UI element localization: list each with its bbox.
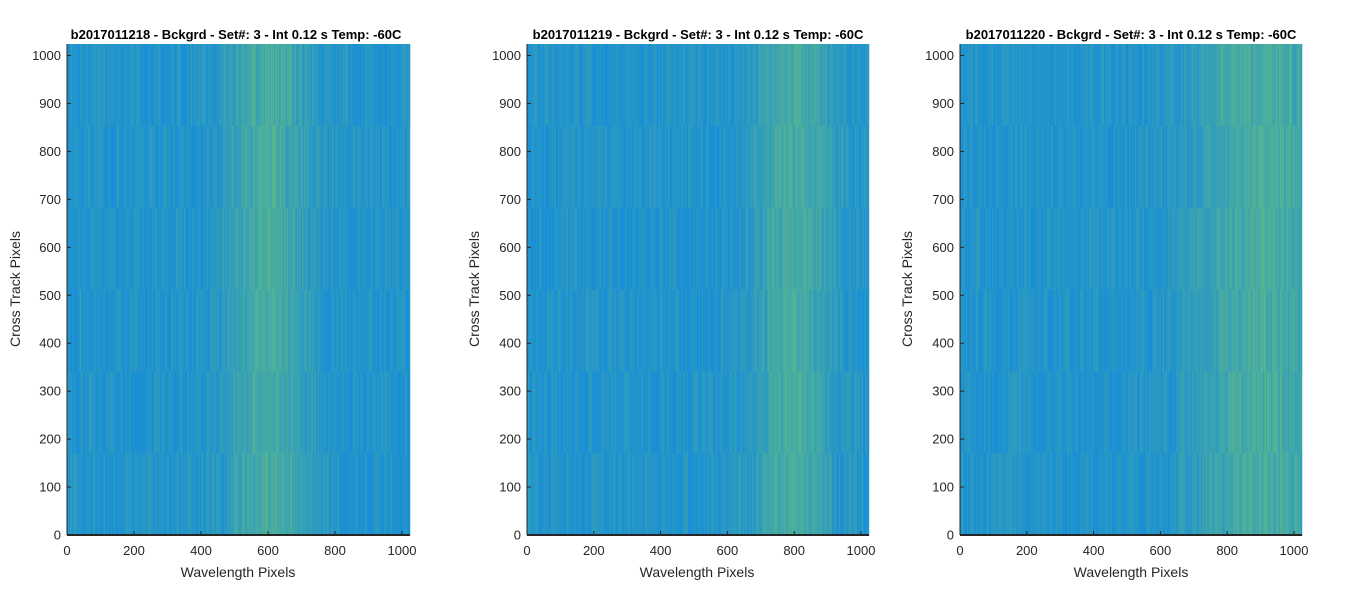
- panel-2-title: b2017011219 - Bckgrd - Set#: 3 - Int 0.1…: [532, 27, 864, 42]
- y-tick-label: 300: [499, 384, 521, 399]
- y-tick-label: 1000: [925, 48, 954, 63]
- y-tick-label: 100: [499, 480, 521, 495]
- y-tick-label: 700: [932, 192, 954, 207]
- x-tick-label: 600: [717, 543, 739, 558]
- y-tick-label: 900: [932, 96, 954, 111]
- x-tick-label: 200: [123, 543, 145, 558]
- x-tick-label: 1000: [1280, 543, 1309, 558]
- x-tick-label: 0: [523, 543, 530, 558]
- heatmap-streaks: [960, 44, 1303, 536]
- y-tick-label: 0: [947, 528, 954, 543]
- y-tick-label: 700: [499, 192, 521, 207]
- y-tick-label: 500: [499, 288, 521, 303]
- x-tick-label: 800: [1216, 543, 1238, 558]
- x-tick-label: 200: [1016, 543, 1038, 558]
- y-tick-label: 100: [932, 480, 954, 495]
- y-tick-label: 400: [932, 336, 954, 351]
- y-tick-label: 200: [499, 432, 521, 447]
- panel-2-xlabel: Wavelength Pixels: [639, 564, 755, 580]
- y-tick-label: 400: [499, 336, 521, 351]
- y-tick-label: 1000: [32, 48, 61, 63]
- x-tick-label: 600: [257, 543, 279, 558]
- y-tick-label: 0: [54, 528, 61, 543]
- y-tick-label: 900: [39, 96, 61, 111]
- y-tick-label: 500: [39, 288, 61, 303]
- heatmap-streaks: [527, 44, 870, 536]
- x-tick-label: 200: [583, 543, 605, 558]
- heatmap-streaks: [67, 44, 411, 536]
- y-tick-label: 900: [499, 96, 521, 111]
- y-tick-label: 1000: [492, 48, 521, 63]
- x-tick-label: 1000: [847, 543, 876, 558]
- panel-3-xlabel: Wavelength Pixels: [1073, 564, 1189, 580]
- x-tick-label: 400: [190, 543, 212, 558]
- x-tick-label: 0: [956, 543, 963, 558]
- y-tick-label: 800: [499, 144, 521, 159]
- x-tick-label: 800: [783, 543, 805, 558]
- x-tick-label: 400: [650, 543, 672, 558]
- y-tick-label: 300: [932, 384, 954, 399]
- panel-3-title: b2017011220 - Bckgrd - Set#: 3 - Int 0.1…: [965, 27, 1297, 42]
- y-tick-label: 600: [39, 240, 61, 255]
- panel-1-xlabel: Wavelength Pixels: [180, 564, 296, 580]
- panel-1-title: b2017011218 - Bckgrd - Set#: 3 - Int 0.1…: [70, 27, 402, 42]
- y-tick-label: 800: [39, 144, 61, 159]
- x-tick-label: 1000: [388, 543, 417, 558]
- y-tick-label: 400: [39, 336, 61, 351]
- x-tick-label: 800: [324, 543, 346, 558]
- y-tick-label: 100: [39, 480, 61, 495]
- y-tick-label: 600: [932, 240, 954, 255]
- x-tick-label: 400: [1083, 543, 1105, 558]
- x-tick-label: 600: [1150, 543, 1172, 558]
- y-tick-label: 0: [514, 528, 521, 543]
- y-tick-label: 200: [39, 432, 61, 447]
- y-tick-label: 500: [932, 288, 954, 303]
- y-tick-label: 600: [499, 240, 521, 255]
- y-tick-label: 200: [932, 432, 954, 447]
- y-tick-label: 700: [39, 192, 61, 207]
- y-tick-label: 800: [932, 144, 954, 159]
- y-tick-label: 300: [39, 384, 61, 399]
- x-tick-label: 0: [63, 543, 70, 558]
